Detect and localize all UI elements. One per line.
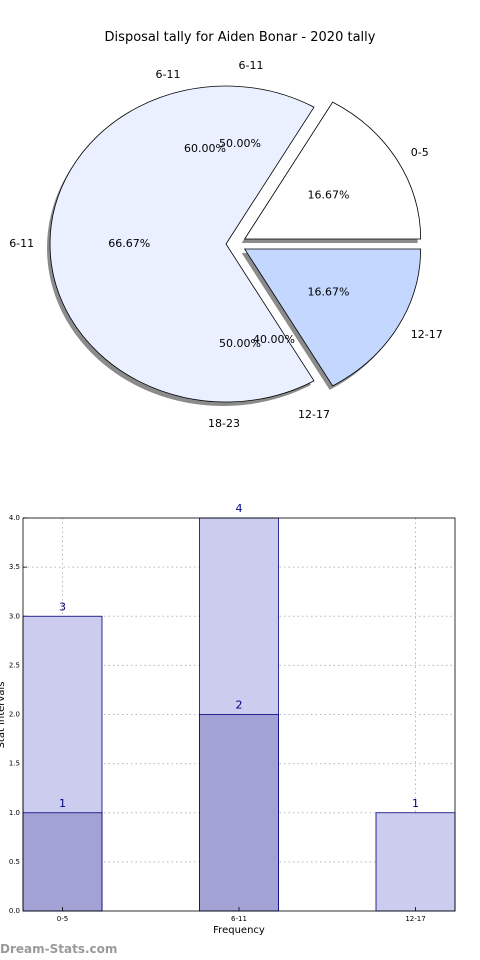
pie-inner-label: 6-11: [156, 68, 181, 81]
y-tick-label: 2.5: [9, 661, 20, 669]
x-tick-label: 12-17: [405, 915, 425, 923]
bar-0-5-series-1: [22, 812, 103, 912]
pie-slice-label: 0-5: [411, 146, 429, 159]
pie-inner-percent: 60.00%: [184, 142, 226, 155]
bar-value-label: 1: [59, 797, 66, 810]
pie-chart-title: Disposal tally for Aiden Bonar - 2020 ta…: [104, 30, 376, 45]
watermark: Dream-Stats.com: [0, 942, 118, 956]
x-tick-label: 6-11: [231, 915, 247, 923]
bar-12-17-series-0: [375, 812, 456, 912]
pie-inner-percent: 40.00%: [253, 333, 295, 346]
bar-value-label: 4: [236, 502, 243, 515]
y-tick-label: 2.0: [9, 711, 20, 719]
y-tick-label: 4.0: [9, 514, 20, 522]
y-tick-label: 0.5: [9, 858, 20, 866]
x-tick-label: 0-5: [57, 915, 68, 923]
y-tick-label: 1.0: [9, 809, 20, 817]
pie-inner-label: 12-17: [298, 408, 330, 421]
y-tick-label: 1.5: [9, 760, 20, 768]
pie-inner-label: 18-23: [208, 417, 240, 430]
pie-slice-label: 6-11: [9, 237, 34, 250]
bar-y-axis-title: Stat intervals: [0, 682, 7, 749]
y-tick-label: 3.0: [9, 612, 20, 620]
bar-chart: 0.0 0.5 1.0 1.5 2.0 2.5 3.0 3.5 4.0 3 1 4 2 1 0-5 6-11 1…: [0, 502, 456, 923]
bar-value-label: 2: [236, 699, 243, 712]
pie-inner-percent: 50.00%: [219, 337, 261, 350]
y-tick-label: 3.5: [9, 563, 20, 571]
pie-slice-percent: 66.67%: [108, 237, 150, 250]
pie-slice-percent: 16.67%: [308, 189, 350, 202]
pie-slice-label: 12-17: [411, 328, 443, 341]
pie-inner-label: 6-11: [239, 59, 264, 72]
pie-slice-6-11: [49, 85, 315, 403]
pie-inner-percent: 50.00%: [219, 137, 261, 150]
pie-chart: 16.67% 0-5 16.67% 12-17 66.67% 6-11 50.00% 6-11…: [9, 59, 443, 430]
bar-6-11-series-1: [199, 714, 279, 912]
pie-slice-percent: 16.67%: [308, 285, 350, 298]
pie-slice-12-17: [243, 248, 422, 387]
pie-slice-0-5: [243, 101, 422, 240]
bar-value-label: 3: [59, 600, 66, 613]
bar-value-label: 1: [412, 797, 419, 810]
bar-x-axis-title: Frequency: [213, 925, 265, 936]
y-tick-label: 0.0: [9, 907, 20, 915]
